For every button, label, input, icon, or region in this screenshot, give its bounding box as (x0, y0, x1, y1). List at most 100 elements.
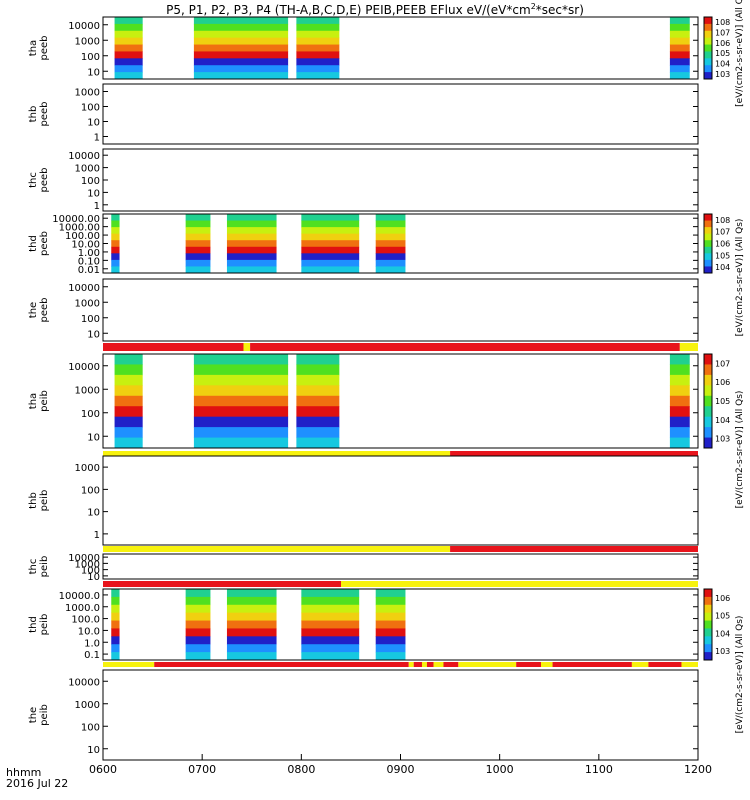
y-tick-label: 100 (81, 314, 100, 325)
colorbar-axis-label: [eV/(cm2-s-sr-eV)] (All Qs) (735, 219, 745, 337)
colorbar-cell (704, 233, 712, 241)
spectrogram-cell (193, 354, 289, 365)
spectrogram-cell (185, 589, 211, 598)
spectrogram-cell (226, 612, 277, 622)
spectrogram-cell (226, 628, 277, 637)
flag-segment (154, 662, 409, 667)
spectrogram-cell (375, 604, 406, 614)
spectrogram-cell (111, 589, 120, 598)
spectrogram-cell (375, 253, 406, 261)
spectrogram-cell (193, 44, 289, 52)
spectrogram-cell (301, 253, 360, 261)
spectrogram-cell (185, 612, 211, 622)
spectrogram-cell (114, 354, 143, 365)
spectrogram-cell (111, 604, 120, 614)
colorbar-cell (704, 354, 712, 365)
spectrogram-cell (301, 612, 360, 622)
y-tick-label: 1 (94, 201, 100, 212)
spectrogram-cell (114, 23, 143, 32)
spectrogram-cell (111, 644, 120, 653)
flag-segment (552, 662, 632, 667)
colorbar-tick-label: 106 (715, 39, 730, 48)
y-tick-label: 10 (87, 508, 100, 519)
colorbar-cell (704, 58, 712, 66)
spectrogram-cell (114, 51, 143, 59)
y-tick-label: 1000 (75, 164, 100, 175)
flag-segment (413, 662, 422, 667)
spectrogram-cell (111, 233, 120, 241)
spectrogram-cell (669, 374, 690, 386)
y-tick-label: 10000 (68, 151, 100, 162)
y-tick-label: 10 (87, 118, 100, 129)
spectrogram-cell (669, 51, 690, 59)
spectrogram-cell (669, 406, 690, 418)
colorbar-axis-label: [eV/(cm2-s-sr-eV)] (All Qs) (735, 616, 745, 734)
colorbar-cell (704, 246, 712, 254)
spectrogram-cell (185, 628, 211, 637)
spectrogram-cell (669, 65, 690, 73)
y-tick-label: 100.00 (65, 231, 100, 242)
colorbar-axis-label: [eV/(cm2-s-sr-eV)] (All Qs) (735, 391, 745, 509)
spectrogram-cell (193, 416, 289, 428)
panel-frame (102, 455, 699, 546)
spectrogram-cell (375, 636, 406, 645)
spectrogram-cell (669, 437, 690, 449)
spectrogram-cell (111, 636, 120, 645)
spectrogram-cell (193, 72, 289, 80)
y-tick-label: 100 (81, 409, 100, 420)
spectrogram-cell (185, 233, 211, 241)
spectrogram-cell (185, 253, 211, 261)
spectrogram-cell (185, 636, 211, 645)
spectrogram-cell (114, 416, 143, 428)
panel-frame (102, 588, 699, 661)
spectrogram-cell (375, 628, 406, 637)
y-tick-label: 100 (81, 722, 100, 733)
flag-segment (103, 662, 155, 667)
colorbar-cell (704, 220, 712, 228)
flag-segment (408, 662, 414, 667)
spectrogram-cell (185, 259, 211, 267)
y-tick-label: 10000.00 (52, 214, 100, 225)
spectrogram-cell (226, 620, 277, 629)
flag-segment (250, 343, 680, 351)
spectrogram-cell (193, 58, 289, 66)
spectrogram-cell (296, 437, 340, 449)
spectrogram-cell (185, 227, 211, 235)
flag-segment (679, 343, 698, 351)
spectrogram-cell (375, 266, 406, 274)
spectrogram-cell (296, 406, 340, 418)
flag-segment (540, 662, 553, 667)
x-tick-label: 1100 (585, 763, 613, 776)
colorbar-cell (704, 44, 712, 52)
flag-segment (458, 662, 517, 667)
spectrogram-cell (375, 589, 406, 598)
spectrogram-cell (375, 214, 406, 222)
y-axis-label: peib (39, 390, 50, 412)
spectrogram-cell (226, 253, 277, 261)
spectrogram-cell (301, 628, 360, 637)
spectrogram-cell (193, 23, 289, 32)
date-label: 2016 Jul 22 (6, 777, 69, 790)
y-tick-label: 100 (81, 52, 100, 63)
y-tick-label: 10 (87, 329, 100, 340)
spectrogram-cell (226, 220, 277, 228)
spectrogram-cell (226, 644, 277, 653)
spectrogram-cell (111, 266, 120, 274)
spectrogram-cell (375, 227, 406, 235)
flag-segment (341, 581, 698, 587)
spectrogram-cell (111, 240, 120, 248)
colorbar-cell (704, 416, 712, 428)
spectrogram-cell (114, 364, 143, 376)
colorbar-tick-label: 105 (715, 612, 730, 621)
flag-segment (421, 662, 427, 667)
spectrogram-cell (669, 72, 690, 80)
spectrogram-cell (669, 395, 690, 407)
spectrogram-cell (296, 65, 340, 73)
spectrogram-cell (114, 427, 143, 439)
y-axis-label: peib (39, 614, 50, 636)
spectrogram-cell (301, 620, 360, 629)
colorbar-cell (704, 596, 712, 606)
spectrogram-cell (296, 58, 340, 66)
